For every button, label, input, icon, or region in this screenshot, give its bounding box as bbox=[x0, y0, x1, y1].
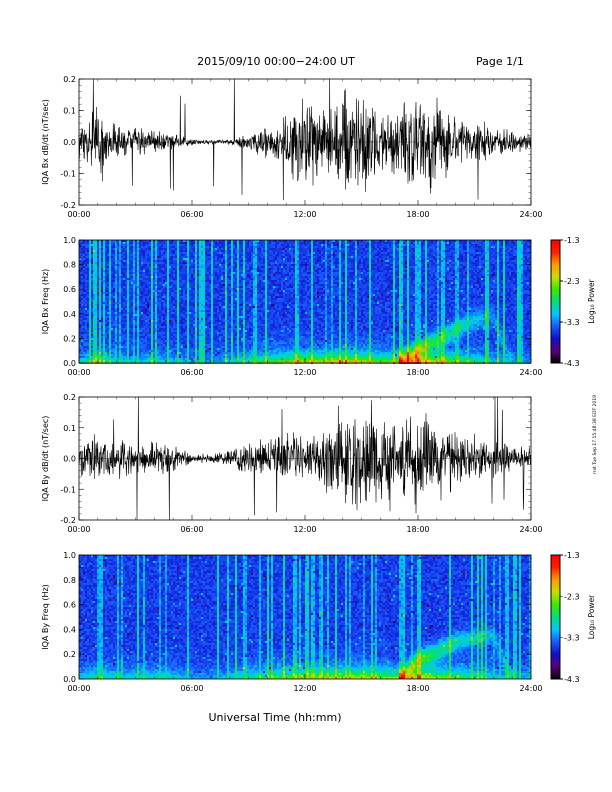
y-axis-label: IQA By Freq (Hz) bbox=[41, 584, 50, 650]
chart-panel-1: IQA Bx dB/dt (nT/sec) -0.2 -0.1 0.0 0.1 0.2 00… bbox=[41, 75, 543, 219]
page-title: 2015/09/10 00:00−24:00 UT bbox=[197, 55, 355, 68]
x-tick-label: 06:00 bbox=[180, 684, 203, 693]
y-tick-label: 0.1 bbox=[63, 424, 76, 433]
y-axis-label: IQA By dB/dt (nT/sec) bbox=[41, 416, 50, 502]
y-tick-label: 0.6 bbox=[63, 601, 76, 610]
chart-panel-3: IQA By dB/dt (nT/sec) -0.2 -0.1 0.0 0.1 0.2 00… bbox=[41, 393, 543, 534]
y-tick-label: 1.0 bbox=[63, 551, 76, 560]
chart-panel-4: IQA By Freq (Hz) -1.3 -2.3 -3.3 -4.3 Log₁₀ Po… bbox=[41, 551, 596, 693]
y-tick-label: 0.4 bbox=[63, 625, 76, 634]
colorbar-tick-label: -3.3 bbox=[564, 634, 580, 643]
chart-panel-2: IQA Bx Freq (Hz) -1.3 -2.3 -3.3 -4.3 Log₁₀ Po… bbox=[41, 236, 596, 377]
x-axis-title: Universal Time (hh:mm) bbox=[209, 711, 342, 724]
y-tick-label: 0.0 bbox=[63, 455, 76, 464]
x-tick-label: 00:00 bbox=[67, 210, 90, 219]
spectrogram-cells bbox=[79, 240, 531, 364]
spectrogram-cells bbox=[79, 555, 531, 679]
y-tick-label: 0.2 bbox=[63, 650, 76, 659]
colorbar: -1.3 -2.3 -3.3 -4.3 Log₁₀ Power bbox=[550, 236, 596, 368]
x-tick-label: 06:00 bbox=[180, 368, 203, 377]
x-tick-label: 24:00 bbox=[519, 525, 542, 534]
x-tick-label: 12:00 bbox=[293, 525, 316, 534]
y-tick-label: -0.2 bbox=[60, 201, 76, 210]
x-tick-label: 00:00 bbox=[67, 368, 90, 377]
y-tick-label: 0.2 bbox=[63, 75, 76, 84]
x-tick-label: 18:00 bbox=[406, 368, 429, 377]
x-tick-label: 12:00 bbox=[293, 368, 316, 377]
x-tick-label: 18:00 bbox=[406, 684, 429, 693]
signal-trace bbox=[78, 396, 532, 521]
colorbar-tick-label: -2.3 bbox=[564, 277, 580, 286]
generation-timestamp: rrxt Tue Sep 17 15:48:38 EDT 2019 bbox=[592, 395, 598, 474]
x-tick-label: 00:00 bbox=[67, 525, 90, 534]
y-axis-label: IQA Bx Freq (Hz) bbox=[41, 269, 50, 335]
x-tick-label: 24:00 bbox=[519, 368, 542, 377]
colorbar-tick-label: -2.3 bbox=[564, 592, 580, 601]
y-tick-label: 0.0 bbox=[63, 359, 76, 368]
x-tick-label: 06:00 bbox=[180, 210, 203, 219]
y-tick-label: 0.8 bbox=[63, 576, 76, 585]
page-number: Page 1/1 bbox=[476, 55, 524, 68]
x-tick-label: 00:00 bbox=[67, 684, 90, 693]
colorbar-tick-label: -1.3 bbox=[564, 236, 580, 245]
x-tick-label: 12:00 bbox=[293, 210, 316, 219]
colorbar-label: Log₁₀ Power bbox=[587, 278, 596, 323]
y-tick-label: 0.0 bbox=[63, 675, 76, 684]
y-tick-label: 0.6 bbox=[63, 285, 76, 294]
y-tick-label: 0.8 bbox=[63, 261, 76, 270]
signal-trace bbox=[78, 78, 532, 201]
colorbar-frame bbox=[550, 239, 561, 364]
y-tick-label: -0.2 bbox=[60, 516, 76, 525]
y-tick-label: 0.2 bbox=[63, 393, 76, 402]
colorbar-tick-label: -4.3 bbox=[564, 675, 580, 684]
colorbar-frame bbox=[550, 554, 561, 680]
y-tick-label: 0.2 bbox=[63, 334, 76, 343]
y-axis-label: IQA Bx dB/dt (nT/sec) bbox=[41, 99, 50, 185]
x-tick-label: 18:00 bbox=[406, 525, 429, 534]
y-tick-label: 0.4 bbox=[63, 310, 76, 319]
colorbar-tick-label: -3.3 bbox=[564, 318, 580, 327]
x-tick-label: 06:00 bbox=[180, 525, 203, 534]
x-tick-label: 24:00 bbox=[519, 684, 542, 693]
panels: IQA Bx dB/dt (nT/sec) -0.2 -0.1 0.0 0.1 0.2 00… bbox=[41, 75, 596, 693]
y-tick-label: 1.0 bbox=[63, 236, 76, 245]
colorbar-label: Log₁₀ Power bbox=[587, 594, 596, 639]
y-tick-label: 0.0 bbox=[63, 138, 76, 147]
colorbar-tick-label: -4.3 bbox=[564, 359, 580, 368]
y-tick-label: -0.1 bbox=[60, 485, 76, 494]
x-tick-label: 18:00 bbox=[406, 210, 429, 219]
colorbar-tick-label: -1.3 bbox=[564, 551, 580, 560]
x-tick-label: 24:00 bbox=[519, 210, 542, 219]
colorbar: -1.3 -2.3 -3.3 -4.3 Log₁₀ Power bbox=[550, 551, 596, 684]
y-tick-label: 0.1 bbox=[63, 107, 76, 116]
x-tick-label: 12:00 bbox=[293, 684, 316, 693]
y-tick-label: -0.1 bbox=[60, 170, 76, 179]
